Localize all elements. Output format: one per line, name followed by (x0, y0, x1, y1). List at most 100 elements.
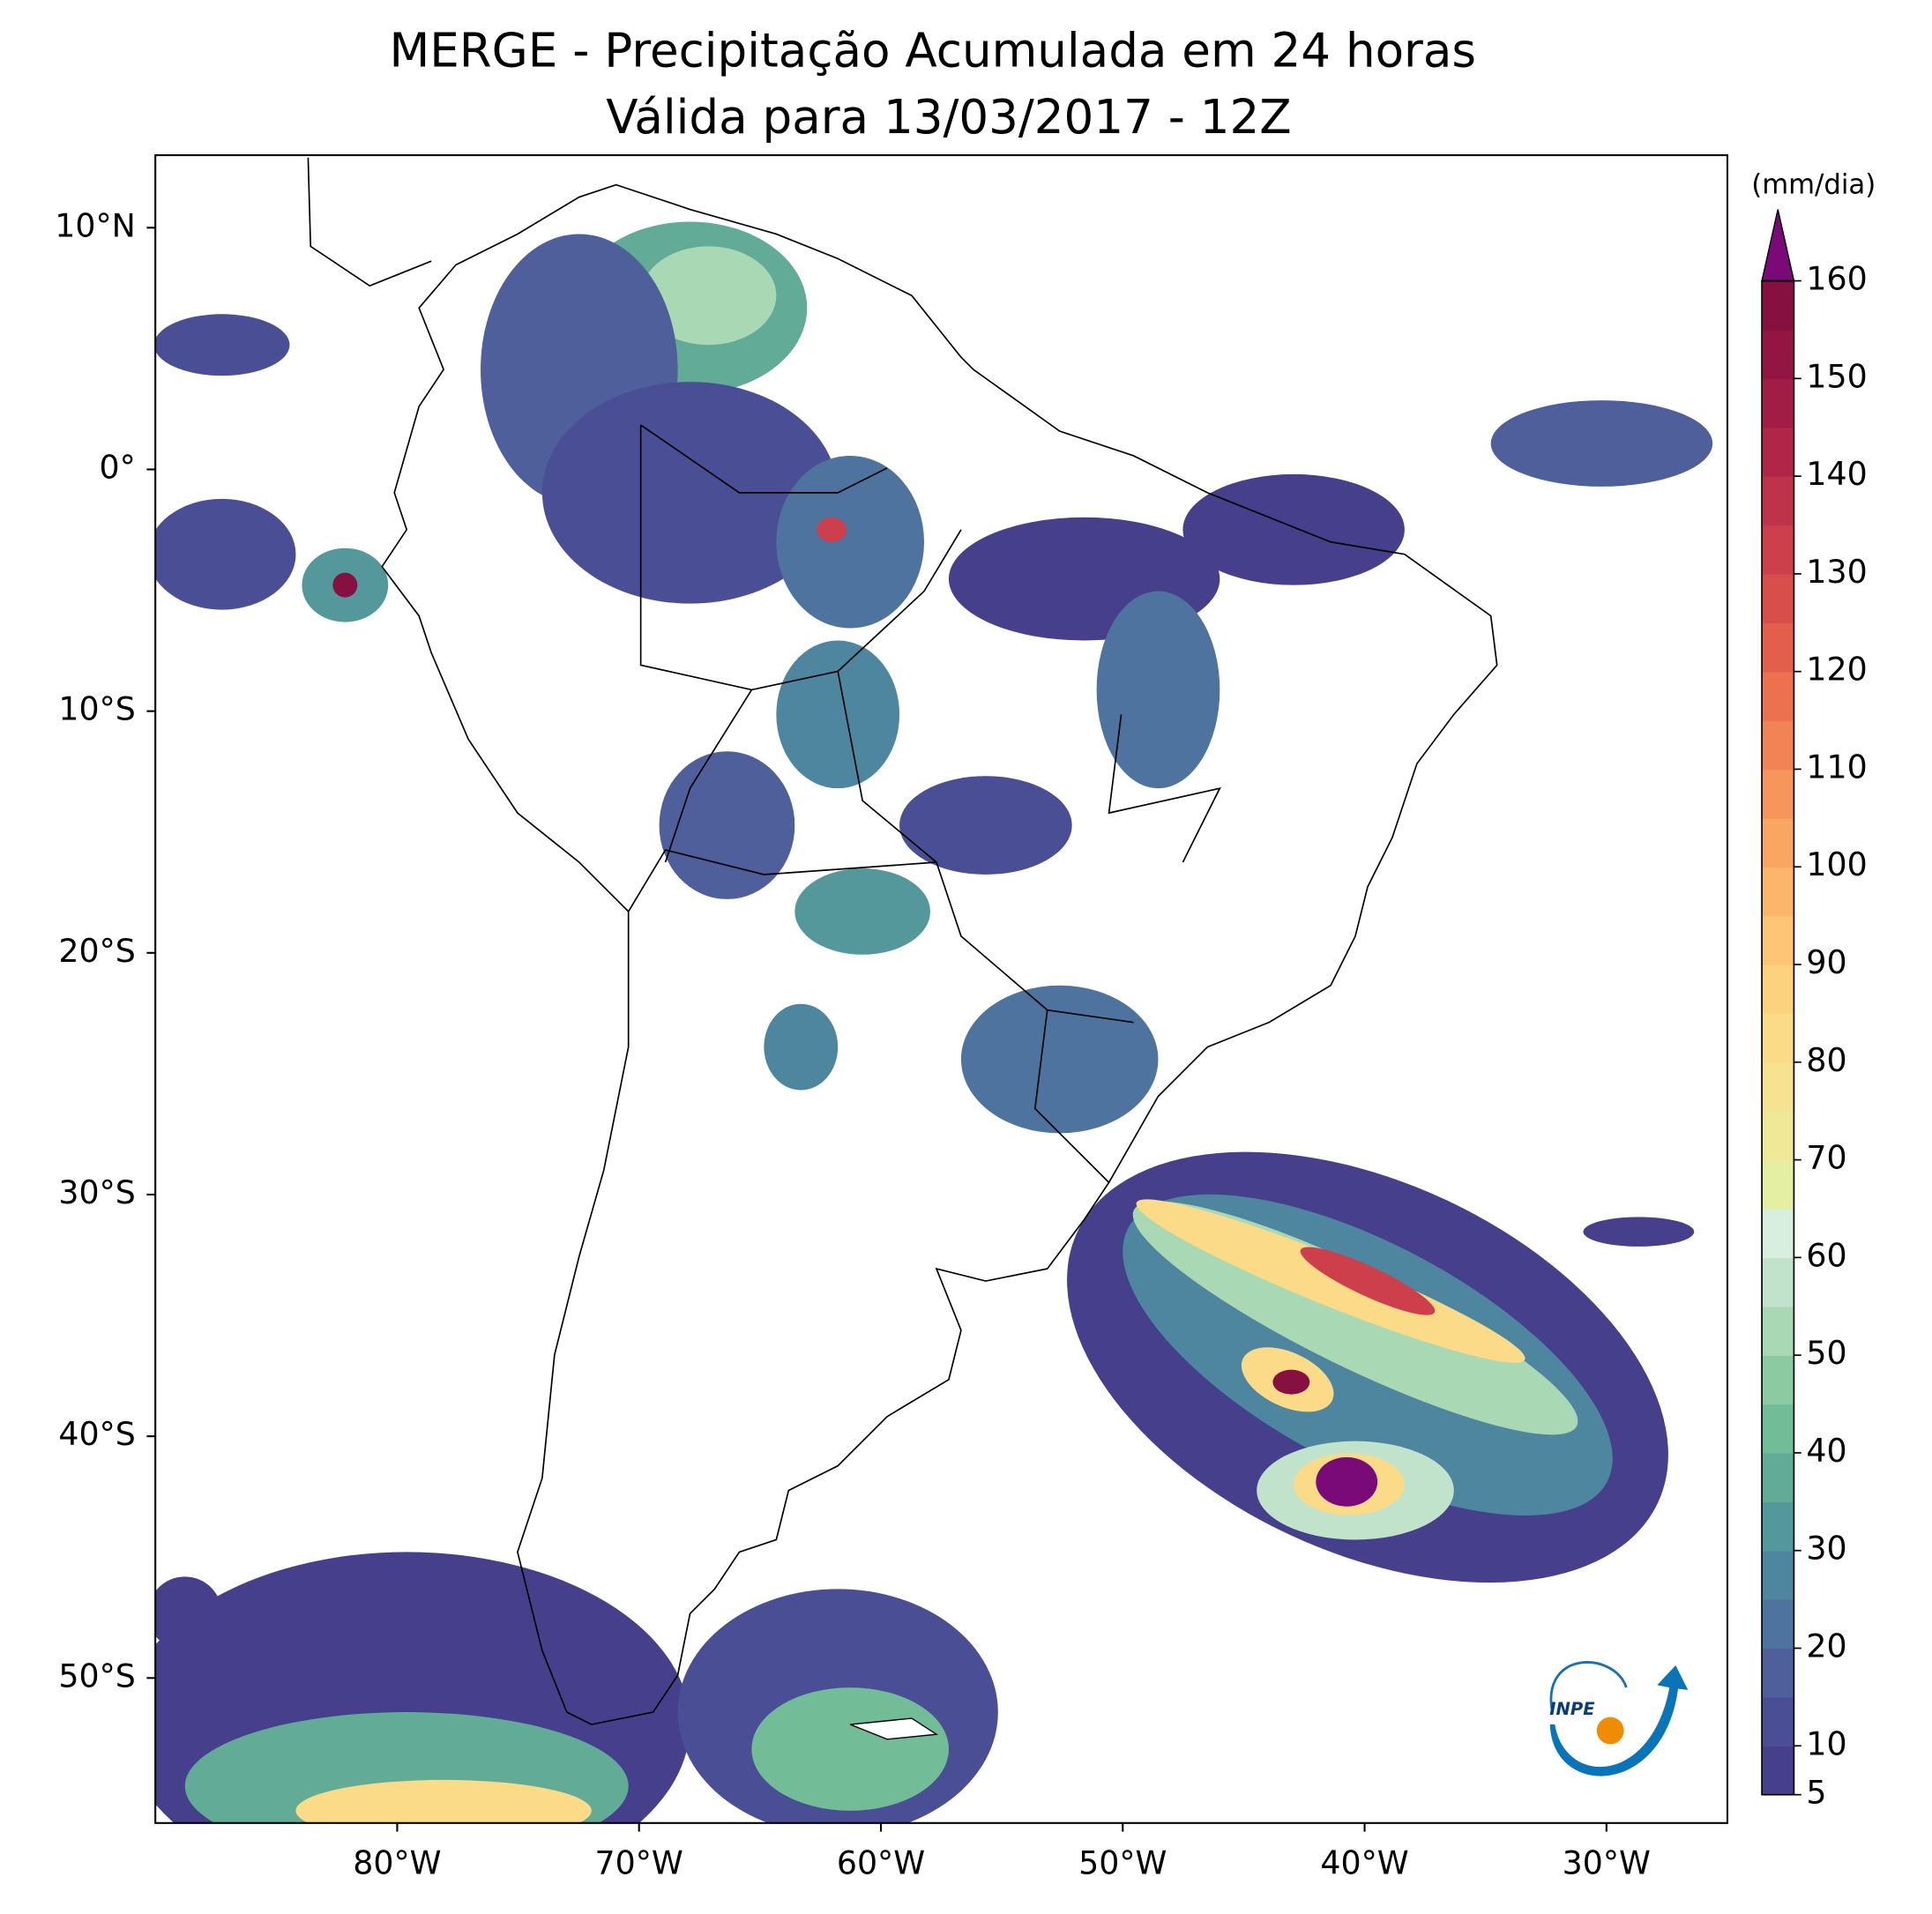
axes: 80°W 70°W 60°W 50°W 40°W 30°W 10°N 0° 10°S 20°S 30… (55, 206, 1651, 1881)
chart-title: MERGE - Precipitação Acumulada em 24 hor… (389, 23, 1476, 78)
chart-subtitle: Válida para 13/03/2017 - 12Z (606, 90, 1291, 145)
colorbar-segment (1762, 769, 1794, 819)
logo-text: INPE (1549, 1699, 1595, 1719)
country-borders (627, 424, 1221, 1183)
y-tick-label: 0° (100, 448, 136, 486)
colorbar-segment (1762, 1404, 1794, 1454)
colorbar-tick-label: 90 (1806, 943, 1846, 981)
rain-area (541, 382, 839, 604)
rain-area (817, 517, 847, 542)
rain-area (764, 1003, 839, 1091)
rain-area (640, 246, 777, 346)
logo-sun (1596, 1717, 1624, 1745)
colorbar-segment (1762, 476, 1794, 526)
colorbar-segment (1762, 817, 1794, 868)
colorbar-tick-label: 50 (1806, 1334, 1846, 1372)
colorbar-segment (1762, 1013, 1794, 1063)
colorbar-segment (1762, 622, 1794, 673)
colorbar-tick-label: 100 (1806, 845, 1867, 883)
y-tick-label: 40°S (58, 1415, 135, 1453)
y-tick-label: 20°S (58, 932, 135, 970)
x-tick-label: 40°W (1320, 1843, 1408, 1881)
logo-orbit (1549, 1661, 1628, 1713)
colorbar-segment (1762, 671, 1794, 721)
coastlines (307, 157, 1498, 1740)
colorbar-segment (1762, 573, 1794, 623)
colorbar-frame (1761, 279, 1795, 1796)
colorbar-tick-label: 70 (1806, 1139, 1846, 1177)
rain-area (899, 776, 1072, 875)
colorbar-segment (1762, 1355, 1794, 1405)
rain-area (776, 455, 924, 629)
colorbar-extend (1761, 209, 1795, 282)
colorbar-tick-label: 20 (1806, 1627, 1846, 1665)
colorbar-tick-label: 160 (1806, 260, 1867, 298)
colorbar-segment (1762, 1061, 1794, 1112)
rain-area (960, 985, 1159, 1134)
colorbar-segment (1762, 1550, 1794, 1600)
colorbar-segment (1762, 1306, 1794, 1356)
colorbar-segment (1762, 1111, 1794, 1161)
colorbar-segment (1762, 378, 1794, 428)
rain-area (155, 498, 296, 610)
y-tick-label: 30°S (58, 1173, 135, 1211)
colorbar-tick-label: 40 (1806, 1432, 1846, 1470)
colorbar-tick-label: 130 (1806, 553, 1867, 591)
colorbar-tick-label: 30 (1806, 1530, 1846, 1568)
rain-area (794, 868, 930, 955)
y-tick-label: 10°S (58, 690, 135, 728)
colorbar-tick-label: 140 (1806, 455, 1867, 493)
rain-area (332, 572, 358, 598)
rain-area (1272, 1369, 1310, 1395)
x-tick-label: 80°W (353, 1843, 441, 1881)
rain-area (1583, 1217, 1695, 1247)
colorbar-segment (1762, 1257, 1794, 1307)
colorbar-segment (1762, 427, 1794, 477)
x-tick-label: 70°W (595, 1843, 683, 1881)
colorbar-tick-label: 5 (1806, 1774, 1826, 1812)
x-tick-label: 60°W (837, 1843, 925, 1881)
colorbar-segment (1762, 329, 1794, 380)
y-tick-label: 10°N (55, 206, 136, 244)
rain-area (295, 1779, 592, 1823)
rain-area (659, 751, 795, 899)
rain-area (1300, 1247, 1436, 1315)
colorbar-segment (1762, 915, 1794, 965)
colorbar-segment (1762, 1501, 1794, 1552)
colorbar-segment (1762, 1648, 1794, 1698)
rain-area (1136, 1199, 1525, 1363)
colorbar-segment (1762, 525, 1794, 575)
colorbar-tick-label: 110 (1806, 748, 1867, 786)
rain-area (776, 640, 900, 789)
rain-area (1182, 473, 1405, 585)
colorbar-segment (1762, 720, 1794, 771)
colorbar-tick-label: 150 (1806, 357, 1867, 395)
y-tick-label: 50°S (58, 1657, 135, 1694)
rain-area (155, 314, 290, 376)
colorbar-segment (1762, 280, 1794, 331)
colorbar-segment (1762, 964, 1794, 1015)
colorbar-label: (mm/dia) (1751, 168, 1876, 200)
x-tick-label: 30°W (1563, 1843, 1651, 1881)
colorbar-segment (1762, 1599, 1794, 1650)
precipitation-field (155, 221, 1713, 1823)
rain-area (1316, 1456, 1378, 1507)
inpe-logo: INPE (1549, 1661, 1689, 1776)
colorbar: (mm/dia) 5 10 20 30 40 50 60 70 80 90 100 110 120 130… (1751, 168, 1876, 1811)
rain-area (155, 1576, 222, 1651)
rain-area (751, 1687, 949, 1811)
logo-arrow (1549, 1665, 1689, 1776)
colorbar-segment (1762, 1452, 1794, 1503)
colorbar-tick-label: 120 (1806, 651, 1867, 689)
map-frame (154, 153, 1728, 1824)
rain-area (1490, 400, 1713, 487)
colorbar-segment (1762, 867, 1794, 917)
colorbar-segment (1762, 1746, 1794, 1796)
colorbar-segment (1762, 1696, 1794, 1746)
rain-area (1096, 591, 1220, 789)
colorbar-segment (1762, 1159, 1794, 1210)
x-tick-label: 50°W (1078, 1843, 1167, 1881)
colorbar-segment (1762, 1208, 1794, 1259)
